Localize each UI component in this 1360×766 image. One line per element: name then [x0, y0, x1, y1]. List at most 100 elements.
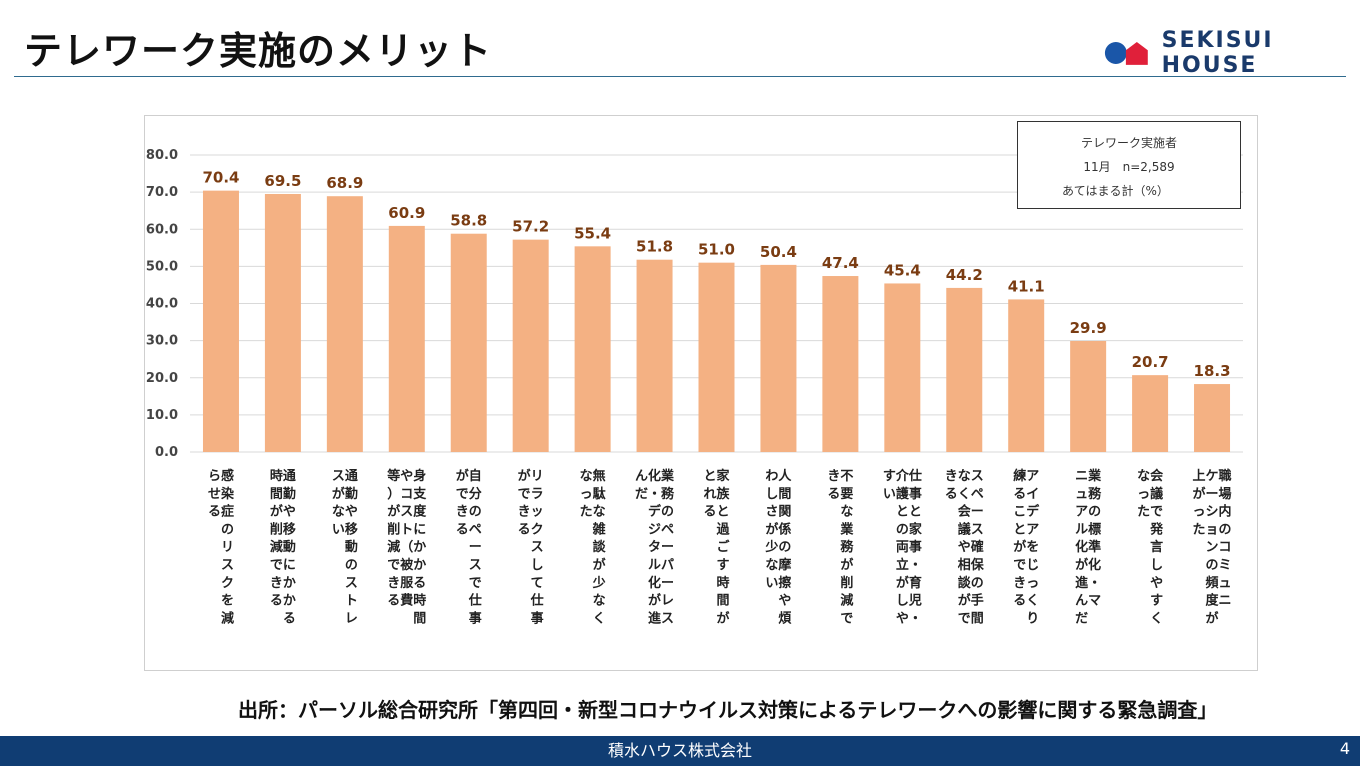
category-label-char: な	[332, 505, 345, 520]
category-label-char: マ	[1088, 594, 1101, 609]
category-label-char: 準	[1088, 539, 1101, 555]
category-label-char: が	[456, 468, 469, 484]
category-label-char: 確	[971, 539, 984, 555]
category-label-char: き	[518, 505, 531, 520]
category-label-char: ケ	[1206, 469, 1219, 484]
category-label-char: し	[531, 558, 544, 573]
category-label-char: ス	[661, 611, 674, 626]
category-label-char: で	[1013, 558, 1026, 573]
category-label-char: や	[958, 540, 971, 555]
bar-16	[1194, 384, 1231, 452]
category-label-char: レ	[345, 611, 358, 626]
category-label-char: ス	[332, 469, 345, 484]
category-label-char: わ	[765, 469, 778, 484]
category-label-char: る	[518, 522, 531, 537]
category-label-char: せ	[208, 487, 221, 502]
category-label-char: 身	[413, 468, 426, 484]
category-label-char: だ	[1075, 611, 1088, 626]
category-label-char: き	[270, 576, 283, 591]
category-label-char: 会	[958, 504, 972, 520]
category-label-char: や	[283, 505, 296, 520]
category-label-char: 業	[1087, 468, 1102, 484]
category-label-char: 相	[958, 557, 971, 573]
category-label-char: が	[387, 504, 400, 520]
category-label-char: 事	[531, 610, 544, 626]
category-label-char: る	[827, 487, 840, 502]
category-label-char: 無	[593, 468, 606, 484]
category-label-char: で	[518, 487, 531, 502]
data-label: 68.9	[326, 174, 363, 192]
category-label-char: ー	[971, 505, 984, 520]
category-label-char: じ	[1026, 558, 1039, 573]
data-label: 51.0	[698, 241, 735, 259]
category-label-char: 進	[1075, 575, 1088, 591]
category-label-char: 擦	[778, 575, 791, 591]
category-label-char: が	[765, 521, 778, 537]
footer-bar: 積水ハウス株式会社 4	[0, 736, 1360, 766]
data-label: 18.3	[1194, 362, 1231, 380]
category-label-char: 症	[221, 504, 234, 520]
category-label-char: ョ	[1206, 522, 1219, 537]
category-label-char: だ	[635, 487, 648, 502]
category-label-char: 費	[400, 593, 413, 609]
category-label-char: の	[469, 505, 482, 520]
category-label-char: タ	[648, 540, 661, 555]
category-label-char: ニ	[1219, 594, 1232, 609]
data-label: 45.4	[884, 261, 921, 279]
category-label-char: 人	[778, 468, 792, 484]
category-label-char: の	[971, 576, 984, 591]
category-label-char: き	[387, 576, 400, 591]
category-label-char: る	[270, 594, 283, 609]
category-label-char: 係	[778, 521, 791, 537]
category-label-char: 間	[778, 487, 791, 502]
category-label-char: 標	[1088, 521, 1101, 537]
category-label-char: い	[883, 487, 896, 502]
category-label-char: が	[1075, 557, 1088, 573]
category-label-char: 削	[387, 521, 400, 537]
y-tick-label: 80.0	[146, 148, 178, 163]
category-label-char: 移	[283, 521, 296, 537]
category-label-char: る	[703, 505, 716, 520]
category-label-char: の	[778, 540, 791, 555]
category-label-char: っ	[1026, 576, 1039, 591]
category-label-char: ー	[469, 540, 482, 555]
y-tick-label: 70.0	[146, 185, 178, 200]
category-label-char: が	[270, 504, 283, 520]
category-label-char: 摩	[778, 557, 792, 573]
category-label-char: ス	[531, 540, 544, 555]
category-label-char: ア	[1075, 505, 1088, 520]
category-label-char: コ	[400, 487, 413, 502]
category-label-char: ト	[345, 594, 358, 609]
category-label-char: ス	[345, 576, 358, 591]
category-label-char: ジ	[648, 522, 661, 537]
category-label-char: ん	[635, 469, 648, 484]
category-label-char: 感	[221, 468, 234, 484]
category-label-char: 雑	[592, 521, 606, 537]
category-label-char: 職	[1219, 468, 1232, 484]
category-label-char: が	[332, 486, 345, 502]
category-label-char: 減	[840, 593, 853, 609]
category-label-char: ・	[1088, 576, 1101, 591]
category-label-char: ー	[1206, 487, 1219, 502]
category-label-char: 削	[840, 575, 853, 591]
data-label: 58.8	[450, 212, 487, 230]
category-label-char: ペ	[469, 522, 482, 537]
y-tick-label: 20.0	[146, 371, 178, 386]
bar-14	[1070, 340, 1107, 452]
category-label-char: な	[1137, 469, 1150, 484]
category-label-char: 事	[469, 610, 482, 626]
category-label-char: ・	[909, 558, 922, 573]
category-label-char: と	[909, 505, 922, 520]
category-label-char: ニ	[1075, 469, 1088, 484]
category-label-char: ル	[648, 558, 661, 573]
category-label-char: 度	[413, 504, 427, 520]
category-label-char: ッ	[531, 505, 544, 520]
category-label-char: く	[1150, 611, 1163, 626]
category-label-char: 等	[386, 468, 400, 484]
category-label-char: ）	[387, 486, 400, 502]
bar-0	[202, 190, 239, 452]
category-label-char: る	[208, 505, 221, 520]
category-label-char: 時	[270, 468, 283, 484]
category-label-char: っ	[580, 487, 593, 502]
category-label-char: な	[958, 469, 971, 484]
